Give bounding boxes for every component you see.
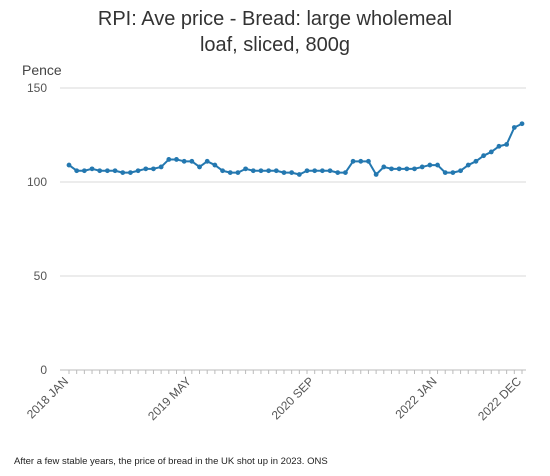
- data-point: [335, 170, 341, 176]
- x-tick-label: 2022 JAN: [392, 374, 439, 421]
- data-point: [281, 170, 287, 176]
- data-point: [381, 164, 387, 170]
- x-tick-label: 2018 JAN: [24, 374, 71, 421]
- data-point: [327, 168, 333, 174]
- data-point: [181, 158, 187, 164]
- data-point: [189, 158, 195, 164]
- chart-title: RPI: Ave price - Bread: large wholemeal …: [0, 6, 550, 58]
- data-point: [174, 157, 179, 162]
- data-point: [296, 172, 302, 177]
- data-point: [204, 158, 210, 164]
- data-point: [128, 170, 133, 176]
- data-point: [120, 170, 126, 176]
- data-point: [227, 170, 233, 176]
- data-point: [158, 164, 164, 170]
- data-point: [504, 142, 510, 147]
- data-point: [473, 158, 479, 164]
- data-point: [396, 166, 402, 172]
- series-line: [68, 122, 523, 176]
- chart-title-line-1: RPI: Ave price - Bread: large wholemeal: [97, 8, 453, 30]
- data-point: [412, 166, 417, 172]
- data-point: [266, 168, 272, 174]
- chart-title-line-2: loaf, sliced, 800g: [199, 34, 351, 56]
- data-point: [97, 168, 103, 174]
- data-point: [74, 168, 80, 174]
- data-point: [435, 162, 440, 168]
- y-tick-label-150: 150: [27, 81, 47, 95]
- x-tick-label: 2019 MAY: [145, 374, 194, 423]
- data-point: [104, 168, 110, 174]
- x-tick-label: 2022 DEC: [475, 374, 524, 423]
- data-point: [66, 162, 72, 168]
- data-point: [373, 172, 379, 177]
- data-point: [358, 158, 364, 164]
- y-tick-label-50: 50: [34, 269, 48, 283]
- y-axis-label: Pence: [22, 62, 62, 78]
- data-point: [419, 164, 425, 170]
- data-point: [511, 125, 517, 130]
- data-point: [496, 143, 502, 149]
- data-point: [404, 166, 410, 172]
- y-tick-label-100: 100: [27, 175, 47, 189]
- data-point: [350, 158, 356, 164]
- data-point: [488, 149, 494, 155]
- data-point: [197, 164, 202, 170]
- data-point: [250, 168, 256, 174]
- y-tick-label-0: 0: [40, 363, 47, 377]
- data-point: [212, 162, 218, 168]
- data-point: [243, 166, 248, 172]
- data-point: [465, 162, 471, 168]
- data-point: [319, 168, 325, 174]
- data-point: [112, 168, 118, 174]
- data-point: [442, 170, 448, 176]
- data-point: [481, 153, 487, 159]
- data-point: [166, 157, 172, 162]
- data-point: [220, 168, 225, 174]
- data-point: [389, 166, 394, 172]
- data-point: [143, 166, 149, 172]
- data-point: [450, 170, 456, 176]
- data-point: [89, 166, 95, 172]
- data-point: [258, 168, 264, 174]
- data-point: [427, 162, 433, 168]
- data-point: [519, 121, 525, 127]
- data-point: [273, 168, 279, 174]
- data-point: [304, 168, 310, 174]
- data-point: [135, 168, 141, 174]
- data-point: [289, 170, 295, 176]
- data-point: [366, 158, 371, 164]
- data-point: [343, 170, 348, 176]
- data-point: [235, 170, 241, 176]
- data-point: [312, 168, 318, 174]
- x-tick-label: 2020 SEP: [269, 374, 317, 422]
- data-point: [458, 168, 463, 174]
- data-point: [151, 166, 156, 172]
- caption: After a few stable years, the price of b…: [14, 456, 328, 467]
- data-point: [81, 168, 87, 174]
